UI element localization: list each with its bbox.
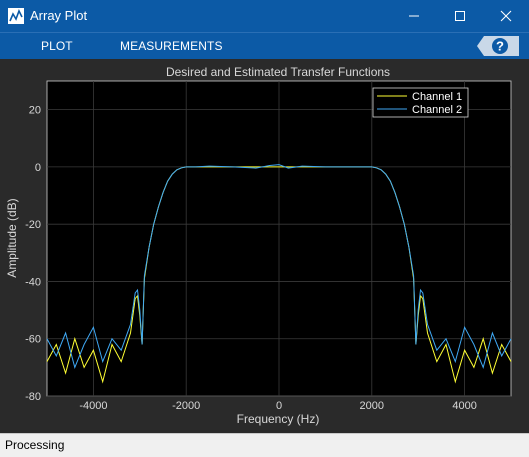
legend-label-channel-2: Channel 2 (412, 104, 462, 116)
question-icon: ? (477, 36, 519, 56)
toolstrip: PLOT MEASUREMENTS ? (0, 32, 529, 59)
close-button[interactable] (483, 0, 529, 32)
x-tick-label: -2000 (172, 400, 200, 412)
chart-title: Desired and Estimated Transfer Functions (166, 65, 390, 79)
legend-label-channel-1: Channel 1 (412, 91, 462, 103)
help-button[interactable]: ? (476, 35, 520, 57)
series-line-channel-2 (46, 164, 512, 369)
y-axis-label: Amplitude (dB) (5, 198, 19, 277)
x-tick-label: 0 (276, 400, 282, 412)
transfer-function-chart: Desired and Estimated Transfer Functions… (5, 65, 512, 426)
minimize-button[interactable] (391, 0, 437, 32)
x-axis-label: Frequency (Hz) (237, 412, 320, 426)
window-title: Array Plot (30, 8, 88, 23)
y-tick-label: -40 (25, 276, 41, 288)
y-tick-label: 0 (35, 162, 41, 174)
plot-area: Desired and Estimated Transfer Functions… (0, 59, 529, 433)
svg-text:?: ? (496, 39, 504, 54)
y-tick-label: 20 (29, 105, 41, 117)
title-bar: Array Plot (0, 0, 529, 32)
x-tick-label: 2000 (360, 400, 384, 412)
y-tick-label: -60 (25, 334, 41, 346)
close-icon (500, 10, 512, 22)
legend-box (372, 87, 469, 118)
minimize-icon (409, 15, 419, 17)
x-tick-label: -4000 (79, 400, 107, 412)
chart-legend: Channel 1 Channel 2 (372, 87, 469, 118)
tick-labels: -4000 -2000 0 2000 4000 20 0 -20 -40 -60 -80 (25, 105, 477, 412)
series-line-channel-1 (46, 166, 512, 384)
status-text: Processing (5, 438, 65, 452)
status-bar: Processing (0, 433, 529, 457)
maximize-button[interactable] (437, 0, 483, 32)
tab-measurements[interactable]: MEASUREMENTS (120, 39, 223, 53)
y-tick-label: -20 (25, 219, 41, 231)
matlab-app-icon (8, 8, 24, 24)
x-tick-label: 4000 (452, 400, 476, 412)
y-tick-label: -80 (25, 391, 41, 403)
tab-plot[interactable]: PLOT (41, 39, 73, 53)
series-lines (46, 164, 512, 384)
maximize-icon (455, 11, 465, 21)
